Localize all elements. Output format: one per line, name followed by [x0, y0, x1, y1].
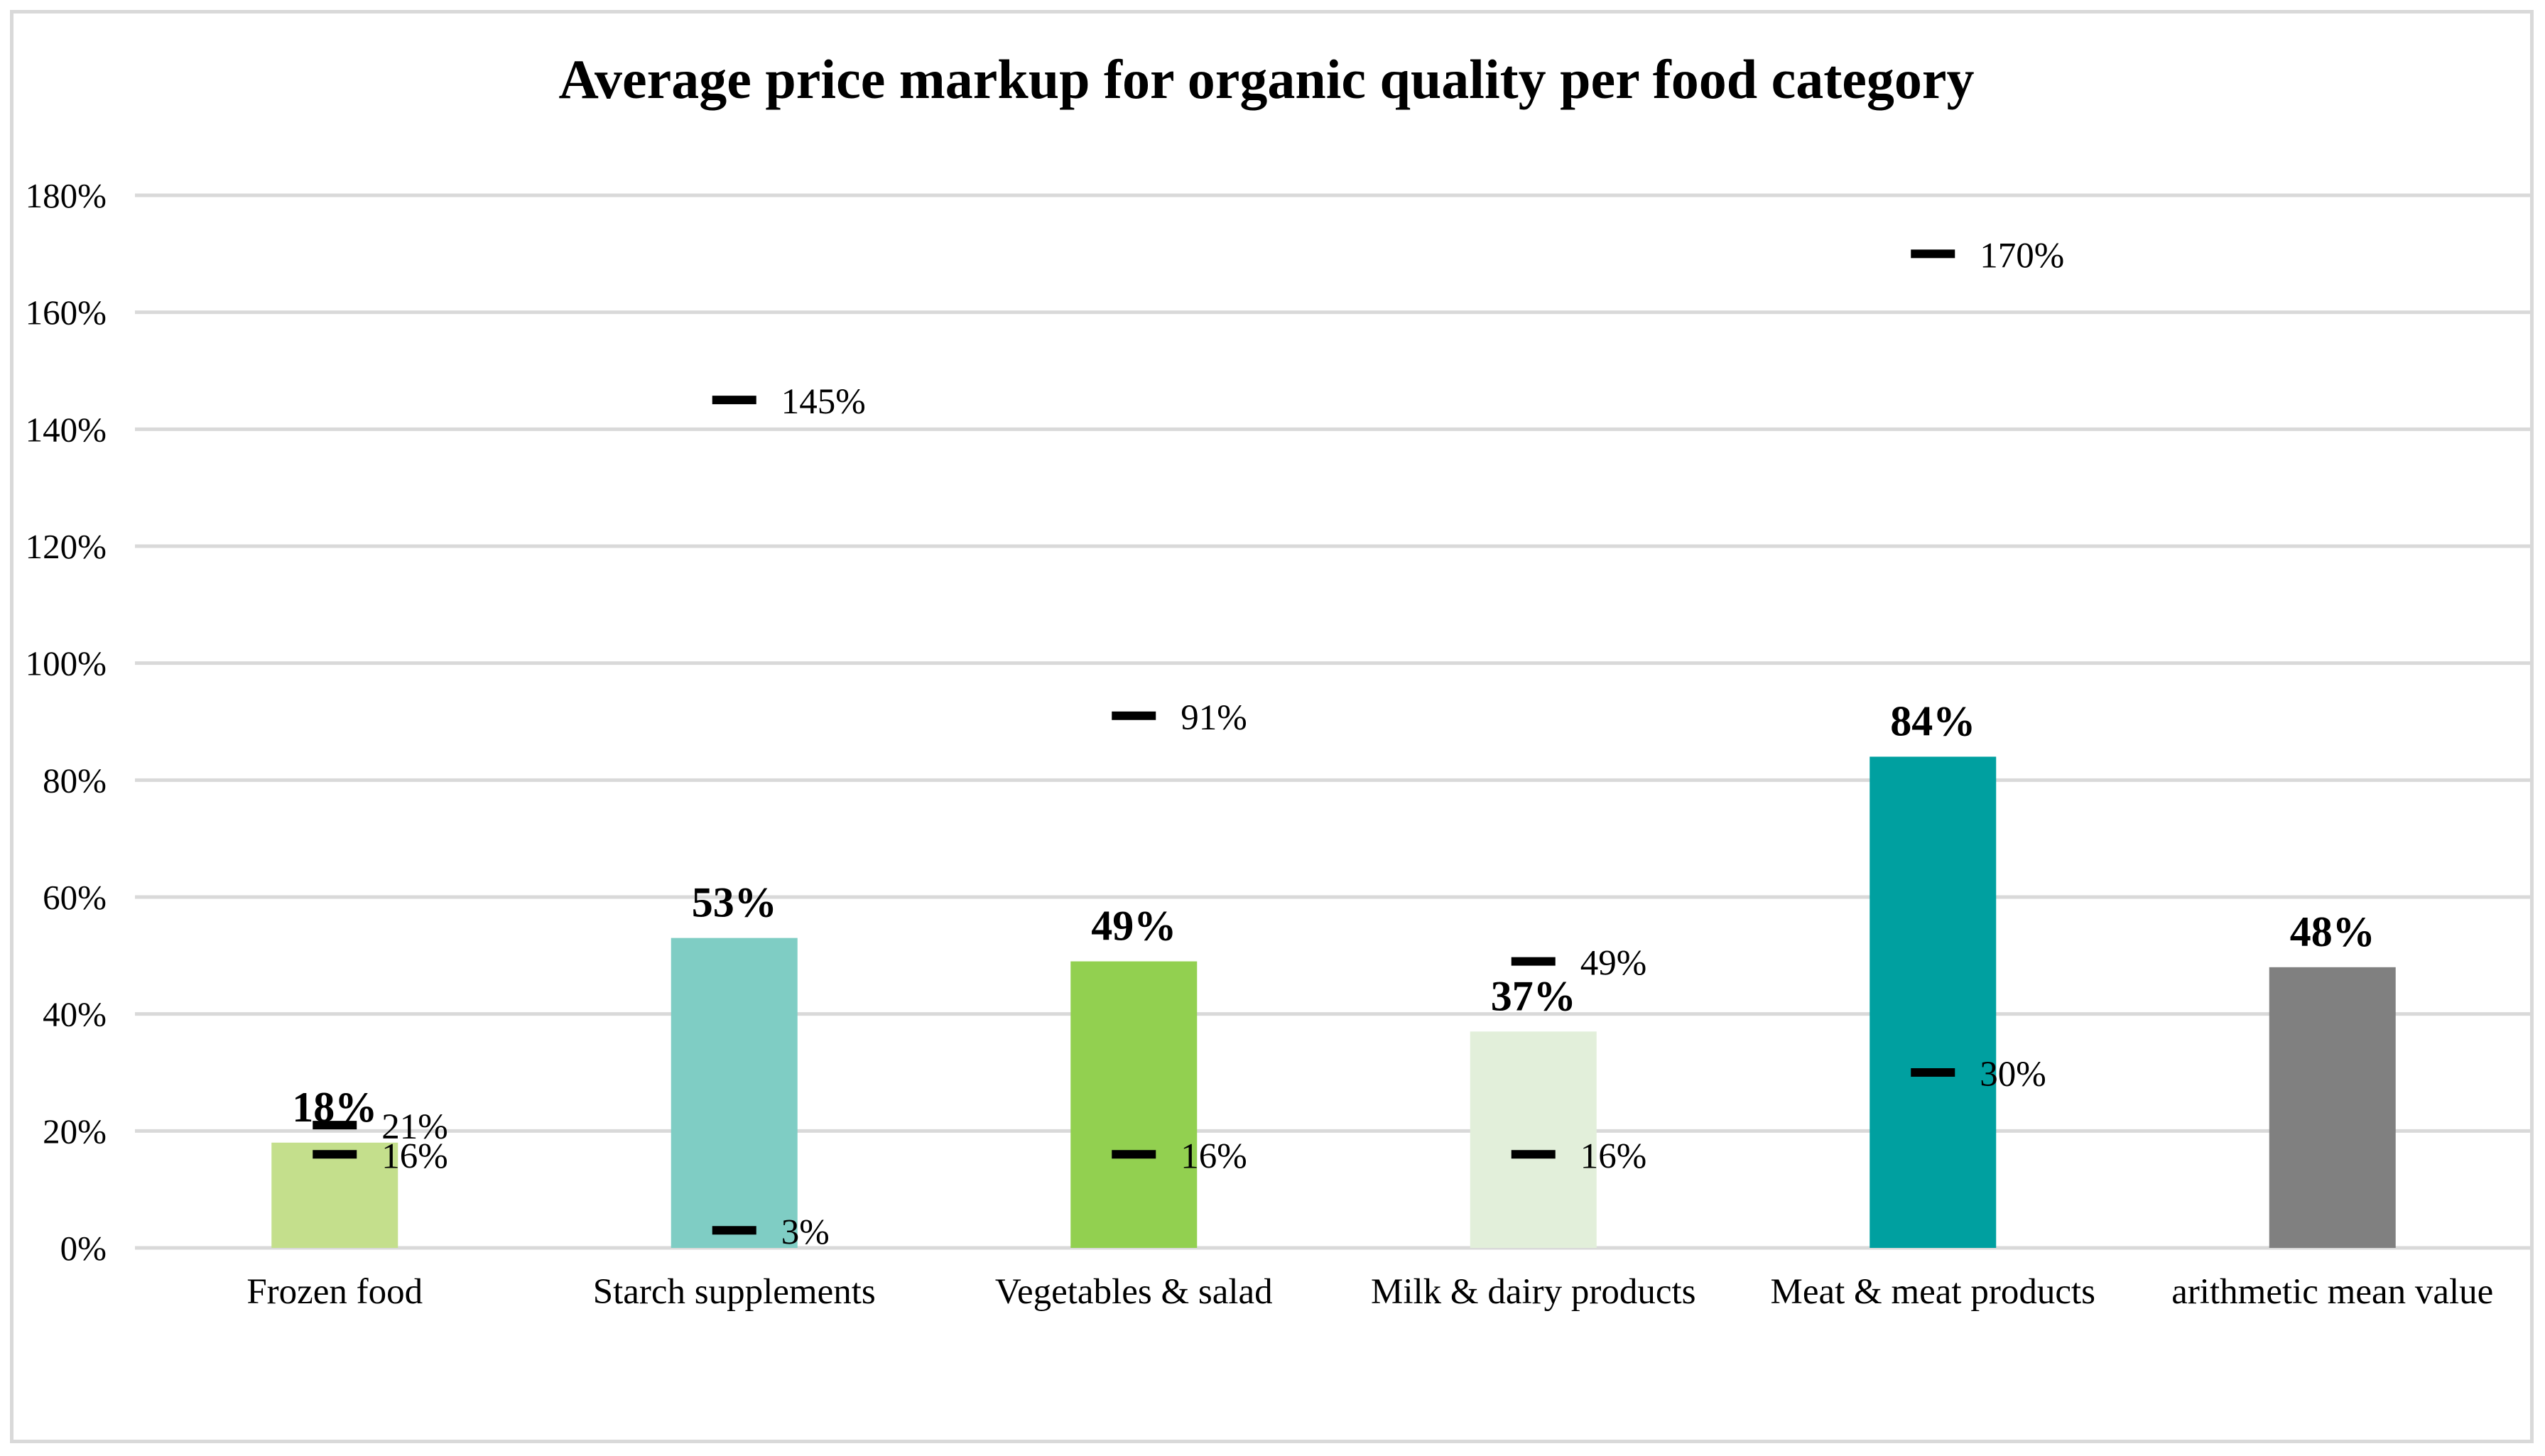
bar-value-label: 53% — [692, 879, 777, 926]
y-tick-label: 180% — [26, 176, 107, 215]
bar — [1070, 961, 1198, 1248]
y-tick-label: 80% — [43, 761, 107, 800]
max-label: 49% — [1580, 944, 1646, 984]
chart-frame — [10, 10, 2534, 1443]
bar — [271, 1142, 398, 1248]
bars — [271, 756, 2396, 1248]
y-tick-label: 120% — [26, 527, 107, 566]
category-label: Milk & dairy products — [1371, 1272, 1696, 1312]
chart-title: Average price markup for organic quality… — [559, 48, 1975, 110]
range-markers — [313, 249, 1955, 1235]
min-label: 16% — [381, 1136, 447, 1176]
bar — [1870, 756, 1997, 1248]
category-label: Meat & meat products — [1771, 1272, 2095, 1312]
bar — [2269, 967, 2396, 1248]
category-label: arithmetic mean value — [2171, 1272, 2493, 1312]
y-tick-label: 0% — [60, 1229, 107, 1268]
min-label: 16% — [1580, 1136, 1646, 1176]
category-label: Starch supplements — [593, 1272, 876, 1312]
max-label: 170% — [1980, 236, 2064, 276]
y-tick-label: 140% — [26, 410, 107, 449]
bar-value-label: 49% — [1091, 903, 1176, 950]
y-tick-label: 160% — [26, 293, 107, 332]
min-label: 30% — [1980, 1055, 2046, 1094]
y-axis-ticks: 0% 20% 40% 60% 80% 100% 120% 140% 160% 180% — [26, 176, 107, 1268]
y-tick-label: 40% — [43, 995, 107, 1034]
bar-value-label: 48% — [2290, 908, 2375, 955]
bar-value-label: 84% — [1890, 697, 1975, 744]
category-label: Vegetables & salad — [995, 1272, 1273, 1312]
max-label: 145% — [781, 382, 866, 422]
y-tick-label: 100% — [26, 644, 107, 683]
min-label: 16% — [1181, 1136, 1247, 1176]
x-axis-categories: Frozen food Starch supplements Vegetables … — [246, 1272, 2493, 1312]
bar-value-label: 18% — [292, 1084, 377, 1131]
category-label: Frozen food — [246, 1272, 423, 1312]
bar-value-label: 37% — [1491, 972, 1576, 1019]
max-label: 21% — [381, 1107, 447, 1147]
max-label: 91% — [1181, 698, 1247, 738]
y-tick-label: 60% — [43, 878, 107, 917]
y-tick-label: 20% — [43, 1112, 107, 1151]
gridlines — [135, 193, 2532, 1250]
min-label: 3% — [781, 1212, 830, 1252]
bar — [671, 938, 798, 1248]
bar — [1470, 1031, 1597, 1248]
data-labels: 21% 145% 91% 49% 170% 16% 3% 16% 16% 30% 18% 53% 49%… — [292, 236, 2375, 1252]
